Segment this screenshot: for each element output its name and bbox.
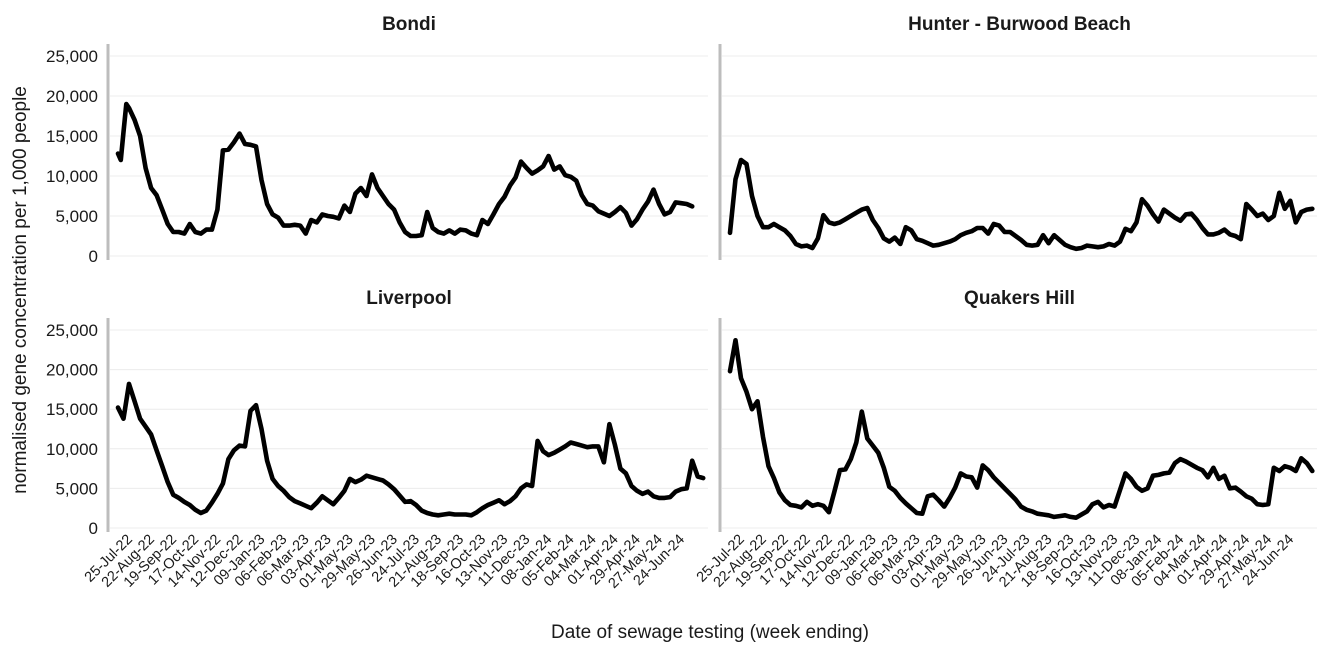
series-line-hunter-burwood-beach <box>727 157 1315 252</box>
series-line-quakers-hill <box>727 338 1315 520</box>
y-tick-label: 0 <box>89 519 98 538</box>
series-line-liverpool <box>115 381 706 518</box>
y-tick-label: 5,000 <box>55 207 98 226</box>
y-tick-label: 25,000 <box>46 321 98 340</box>
y-tick-label: 5,000 <box>55 479 98 498</box>
y-tick-label: 15,000 <box>46 127 98 146</box>
panel-title: Bondi <box>382 14 436 35</box>
panel-bondi: 25,000 20,000 15,000 10,000 5,000 0 Bondi <box>46 14 708 266</box>
y-tick-label: 15,000 <box>46 400 98 419</box>
y-tick-label: 20,000 <box>46 87 98 106</box>
y-tick-label: 25,000 <box>46 47 98 66</box>
y-tick-label: 10,000 <box>46 440 98 459</box>
panel-title: Liverpool <box>366 288 452 309</box>
panel-title: Quakers Hill <box>964 288 1075 309</box>
panel-hunter-burwood-beach: Hunter - Burwood Beach <box>718 14 1317 260</box>
y-tick-label: 20,000 <box>46 361 98 380</box>
y-axis-title: normalised gene concentration per 1,000 … <box>10 86 31 494</box>
y-tick-label: 0 <box>89 247 98 266</box>
series-line-bondi <box>115 101 695 239</box>
panel-liverpool: 25,00020,00015,00010,0005,0000Liverpool2… <box>46 288 708 592</box>
panel-quakers-hill: Quakers Hill25-Jul-2222-Aug-2219-Sep-221… <box>694 288 1317 592</box>
y-tick-label: 10,000 <box>46 167 98 186</box>
x-axis-title: Date of sewage testing (week ending) <box>551 622 869 643</box>
panel-title: Hunter - Burwood Beach <box>908 14 1131 35</box>
